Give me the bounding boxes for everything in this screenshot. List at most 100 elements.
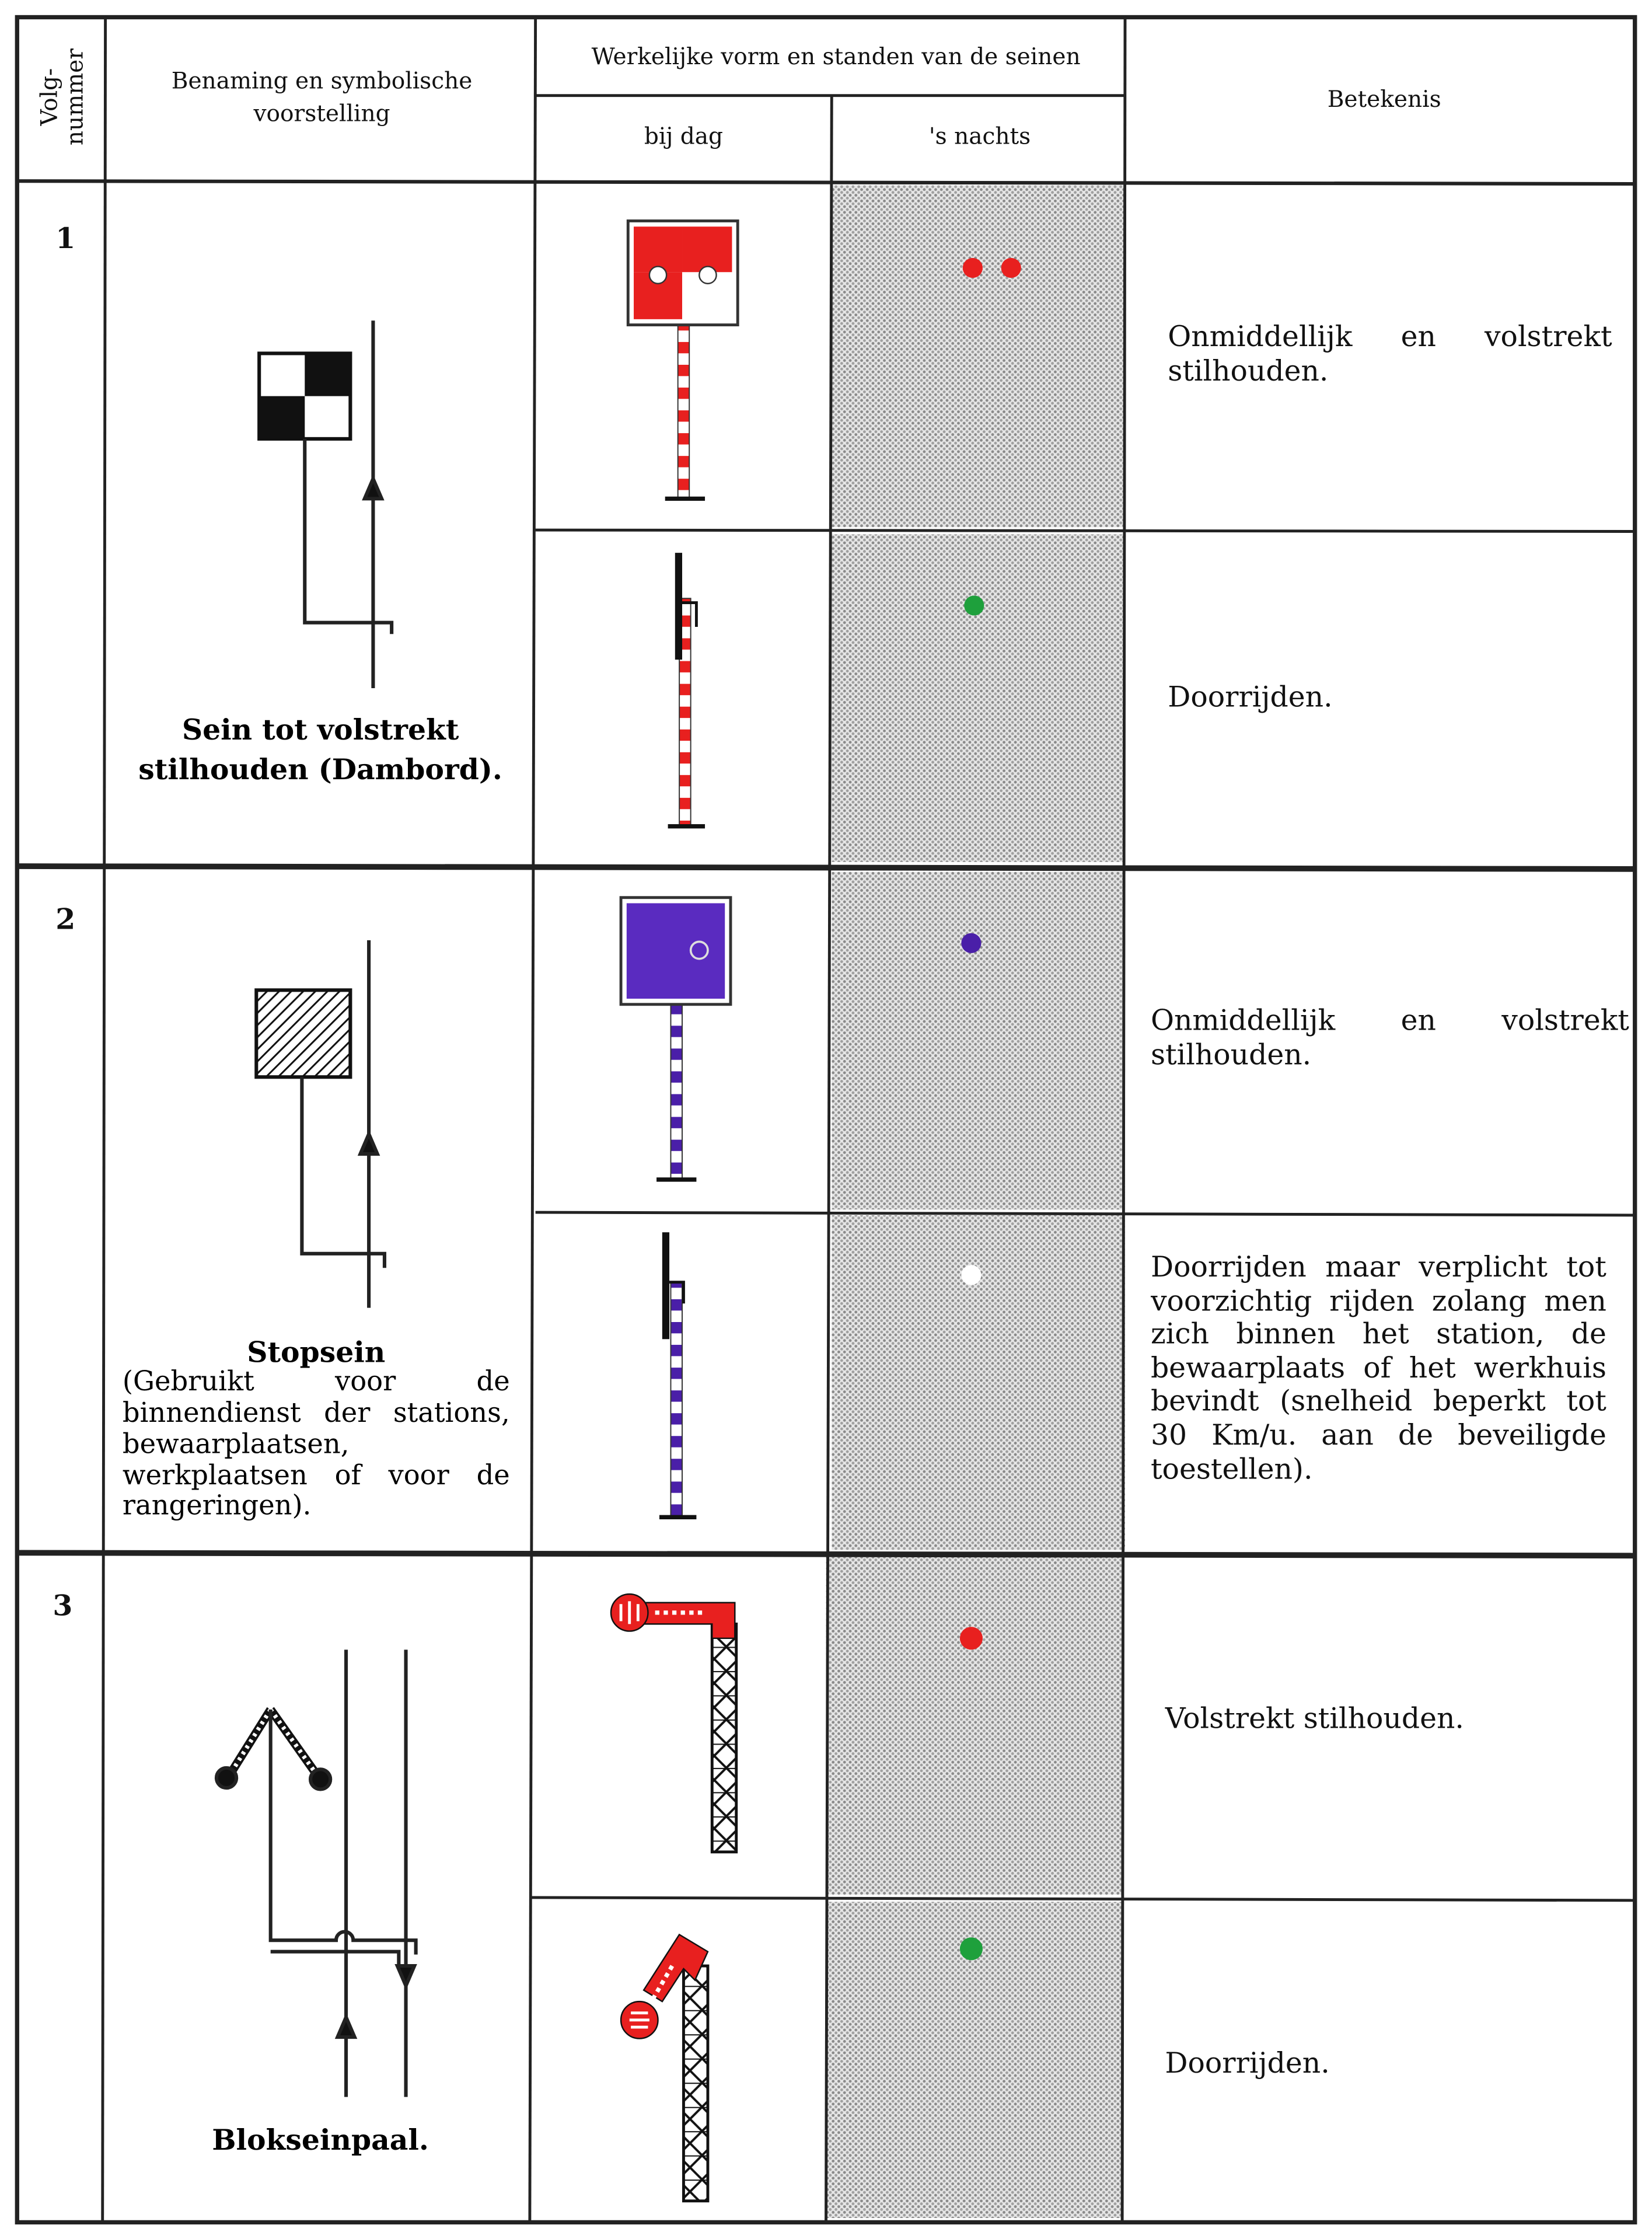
night-panels-part [826, 1557, 1123, 1895]
symbol-stopsein-part [357, 1129, 380, 1156]
day-signal-white-part [662, 1232, 670, 1340]
day-signal-stop [626, 219, 739, 501]
row-numbers-part: 1 [55, 221, 75, 255]
symbol-dambord [257, 320, 394, 688]
day-signal-stop-part [648, 266, 668, 285]
day-signal-blue-part [626, 903, 725, 999]
header-part: Benaming en symbolische [172, 68, 473, 95]
table-grid-part [1120, 17, 1127, 2223]
day-signal-white-part [670, 1281, 683, 1518]
table-grid-part [17, 179, 1635, 186]
day-semaphore-stop-part [642, 1602, 736, 1640]
header-part: Werkelijke vorm en standen van de seinen [592, 44, 1081, 70]
meaning-cell: Doorrijden maar verplicht tot voorzichti… [1150, 1250, 1606, 1485]
header-part: Betekenis [1328, 86, 1441, 113]
table-grid-part [535, 528, 1635, 533]
table-grid-part [17, 1550, 1635, 1559]
day-signal-stop-part [682, 226, 732, 273]
day-semaphore-go-part [629, 2011, 649, 2029]
day-signal-stop-part [698, 266, 717, 285]
day-signal-blue-part [689, 940, 709, 960]
row-numbers-part: 2 [55, 902, 75, 936]
row-numbers-part: 3 [53, 1589, 72, 1623]
meaning-cell: Onmiddellijk en volstrekt stilhouden. [1150, 1004, 1629, 1071]
day-semaphore-go-part [642, 1933, 709, 2003]
name-cell: Sein tot volstrekt stilhouden (Dambord). [138, 712, 502, 787]
symbol-stopsein [254, 940, 386, 1308]
symbol-stopsein-part [254, 988, 352, 1079]
meaning: Doorrijden. [1168, 681, 1333, 714]
meaning-cell: Doorrijden. [1165, 2047, 1330, 2080]
meaning: Volstrekt stilhouden. [1165, 1702, 1464, 1735]
meaning-cell: Onmiddellijk en volstrekt stilhouden. [1168, 320, 1612, 388]
meaning-cell: Volstrekt stilhouden. [1165, 1702, 1464, 1735]
table-grid-part [17, 863, 1635, 872]
table-grid-part [535, 1211, 1635, 1217]
table-grid-part [528, 17, 537, 2223]
day-signal-white [659, 1232, 697, 1520]
night-panels-part [832, 871, 1126, 1210]
signal-name: Sein tot volstrekt stilhouden (Dambord). [138, 712, 502, 787]
meaning-cell: Doorrijden. [1168, 681, 1333, 714]
signal-note: (Gebruikt voor de binnendienst der stati… [122, 1366, 510, 1522]
day-signal-stop-part [634, 226, 683, 273]
meaning: Doorrijden maar verplicht tot voorzichti… [1150, 1250, 1606, 1485]
header-part: Volg- [37, 68, 63, 127]
night-light [961, 1265, 982, 1285]
day-signal-blue [619, 896, 732, 1182]
table-grid-part [529, 1896, 1635, 1902]
header-part: bij dag [644, 124, 723, 150]
header-part: 's nachts [929, 124, 1031, 150]
night-panels-part [832, 1215, 1126, 1550]
day-signal-go-part [675, 553, 683, 660]
day-signal-stop-part [677, 324, 690, 500]
table-grid-part [101, 17, 107, 2223]
night-panels-part [832, 185, 1126, 528]
day-signal-white-part [669, 1281, 685, 1304]
night-panels [826, 185, 1126, 2219]
night-light [964, 595, 984, 616]
row-numbers: 1 2 3 [53, 221, 75, 1623]
symbol-dambord-part [259, 396, 305, 439]
symbol-blokseinpaal-part [224, 1707, 323, 1781]
day-semaphore-stop-part [710, 1622, 738, 1854]
symbol-dambord-part [305, 353, 351, 396]
night-light [1001, 257, 1021, 278]
symbol-dambord-part [303, 438, 394, 634]
signal-name: Stopsein [247, 1336, 386, 1369]
day-signal-go-part [682, 601, 698, 627]
symbol-stopsein-part [300, 1077, 386, 1268]
symbol-blokseinpaal [214, 1649, 418, 2097]
night-panels-part [832, 534, 1126, 862]
night-light [962, 257, 983, 278]
name-cell: Blokseinpaal. [212, 2122, 429, 2157]
header-part: nummer [62, 48, 89, 145]
name-cell: Stopsein (Gebruikt voor de binnendienst … [123, 1336, 510, 1523]
signal-name: Blokseinpaal. [212, 2122, 429, 2157]
day-signal-blue-part [670, 1003, 683, 1180]
name-block: Stopsein (Gebruikt voor de binnendienst … [123, 1336, 510, 1523]
night-light [959, 1627, 983, 1650]
table-grid-part [825, 95, 833, 2223]
header-part: voorstelling [253, 101, 390, 127]
symbol-blokseinpaal-part [394, 1964, 417, 1991]
day-semaphore-stop [610, 1593, 738, 1854]
header: Volg- nummer Benaming en symbolische voo… [37, 44, 1441, 150]
symbol-dambord-part [362, 474, 385, 501]
symbol-blokseinpaal-part [308, 1767, 333, 1791]
day-semaphore-go-part [682, 1964, 710, 2203]
symbol-blokseinpaal-part [270, 1949, 401, 1966]
night-light [959, 1937, 983, 1961]
night-light [961, 933, 982, 953]
day-semaphore-go-part [650, 1965, 675, 2001]
meaning: Onmiddellijk en volstrekt stilhouden. [1150, 1004, 1629, 1071]
symbol-blokseinpaal-part [214, 1766, 239, 1790]
meaning: Onmiddellijk en volstrekt stilhouden. [1168, 320, 1612, 388]
day-semaphore-go [620, 1933, 710, 2203]
symbol-blokseinpaal-part [334, 2013, 358, 2039]
meaning: Doorrijden. [1165, 2047, 1330, 2080]
day-signal-go [668, 553, 705, 829]
